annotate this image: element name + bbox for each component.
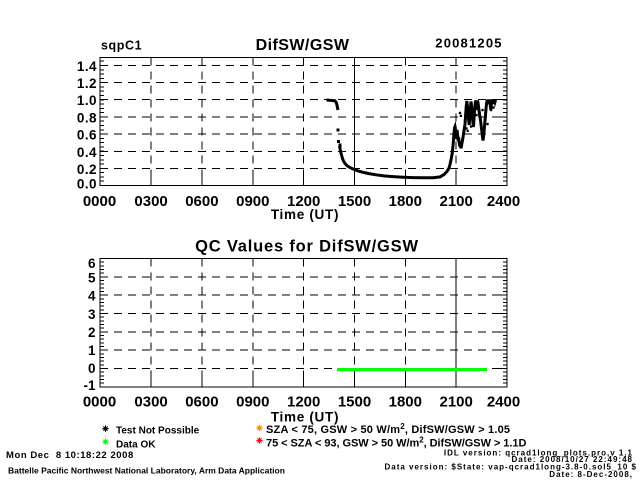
svg-text:3: 3	[88, 307, 96, 322]
svg-text:1.0: 1.0	[77, 93, 97, 108]
svg-text:0900: 0900	[236, 394, 269, 411]
svg-text:1200: 1200	[287, 394, 320, 411]
svg-text:QC Values for DifSW/GSW: QC Values for DifSW/GSW	[195, 238, 419, 256]
svg-text:75 < SZA < 93, GSW > 50 W/m2,: 75 < SZA < 93, GSW > 50 W/m2, DifSW/GSW …	[266, 436, 526, 450]
svg-text:0.2: 0.2	[77, 162, 97, 177]
svg-text:Test Not Possible: Test Not Possible	[116, 426, 200, 437]
svg-text:SZA < 75, GSW > 50 W/m2, DifSW: SZA < 75, GSW > 50 W/m2, DifSW/GSW > 1.0…	[266, 422, 510, 436]
svg-text:0900: 0900	[236, 193, 269, 210]
svg-text:1500: 1500	[338, 193, 371, 210]
svg-text:0600: 0600	[185, 193, 218, 210]
svg-text:1.2: 1.2	[77, 76, 97, 91]
svg-text:DifSW/GSW: DifSW/GSW	[256, 37, 350, 54]
svg-text:1: 1	[88, 343, 96, 358]
svg-text:20081205: 20081205	[435, 36, 502, 51]
svg-text:Mon Dec 8 10:18:22 2008: Mon Dec 8 10:18:22 2008	[6, 450, 134, 461]
svg-text:1200: 1200	[287, 193, 320, 210]
svg-text:-1: -1	[83, 378, 95, 393]
svg-text:1800: 1800	[389, 394, 422, 411]
svg-text:0.6: 0.6	[77, 128, 97, 143]
svg-text:0: 0	[88, 361, 96, 376]
svg-text:1.4: 1.4	[77, 59, 97, 74]
svg-text:0.4: 0.4	[77, 145, 97, 160]
svg-text:Time (UT): Time (UT)	[271, 207, 339, 222]
svg-text:1800: 1800	[389, 193, 422, 210]
svg-text:2: 2	[88, 325, 96, 340]
svg-text:Battelle Pacific Northwest Nat: Battelle Pacific Northwest National Labo…	[8, 466, 285, 476]
svg-text:5: 5	[88, 271, 96, 286]
svg-text:0000: 0000	[83, 193, 116, 210]
svg-text:Data version: $State: vap-qcra: Data version: $State: vap-qcrad1long-3.8…	[384, 463, 637, 472]
svg-text:Date: 8-Dec-2008,: Date: 8-Dec-2008,	[549, 470, 633, 479]
svg-text:Time (UT): Time (UT)	[271, 409, 339, 424]
svg-text:2400: 2400	[487, 394, 520, 411]
svg-text:2100: 2100	[440, 394, 473, 411]
svg-text:0300: 0300	[134, 394, 167, 411]
svg-text:2100: 2100	[440, 193, 473, 210]
svg-text:Date: 2008/10/27 22:49:48: Date: 2008/10/27 22:49:48	[511, 455, 633, 464]
svg-text:1500: 1500	[338, 394, 371, 411]
svg-text:4: 4	[88, 289, 96, 304]
svg-text:2400: 2400	[487, 193, 520, 210]
svg-text:6: 6	[88, 256, 96, 271]
svg-text:sqpC1: sqpC1	[101, 39, 142, 53]
svg-text:0000: 0000	[83, 394, 116, 411]
svg-text:0300: 0300	[134, 193, 167, 210]
svg-text:IDL version: qcrad1long_plots.: IDL version: qcrad1long_plots.pro,v 1.1	[444, 448, 633, 457]
svg-text:0600: 0600	[185, 394, 218, 411]
svg-text:0.8: 0.8	[77, 111, 97, 126]
svg-text:0.0: 0.0	[77, 177, 97, 192]
svg-text:Data OK: Data OK	[116, 440, 156, 451]
